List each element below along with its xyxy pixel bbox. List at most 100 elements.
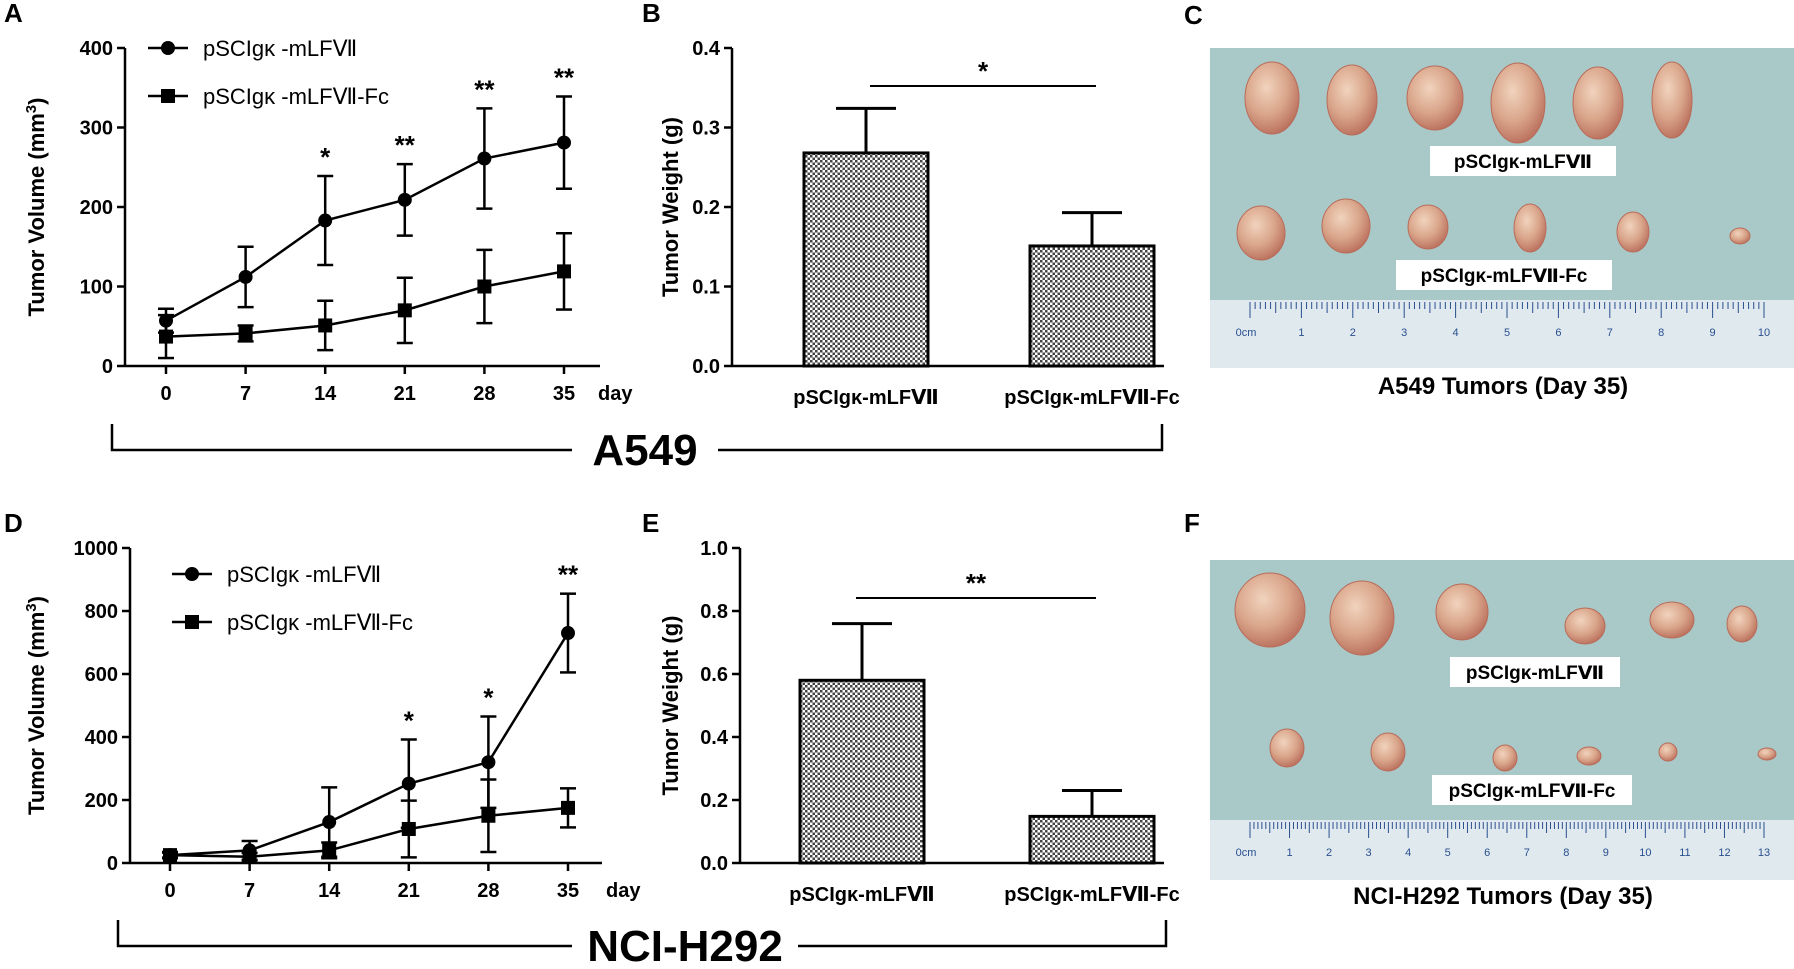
- chart-a-y-tick-label: 400: [80, 38, 113, 60]
- chart-a-significance-mark: **: [474, 74, 495, 104]
- photo-f-ruler-number: 6: [1484, 847, 1490, 859]
- chart-d-significance-mark: *: [483, 683, 494, 713]
- chart-d-series-2-line: [169, 806, 569, 858]
- photo-c-ruler-number: 6: [1555, 327, 1561, 339]
- photo-c-tumor-top-3: [1406, 65, 1464, 131]
- photo-f-caption: NCI-H292 Tumors (Day 35): [1353, 883, 1653, 910]
- chart-a-x-tick-label: 7: [240, 383, 251, 405]
- photo-c-caption: A549 Tumors (Day 35): [1378, 373, 1628, 400]
- photo-f-tumor-bottom-5: [1658, 742, 1678, 762]
- chart-e-category-label-2: pSCIgκ-mLFⅦ-Fc: [1004, 884, 1180, 906]
- chart-a-tumor-volume-a549: 0 100 200 300 400 0 7 14 21 28 35 day Tumor Volume (…: [23, 36, 633, 405]
- chart-d-x-tick-label: 21: [398, 880, 420, 902]
- chart-d-series-2-point: [561, 800, 575, 815]
- photo-c-ruler-number: 8: [1658, 327, 1664, 339]
- photo-f-label-bottom: pSCIgκ-mLFⅦ-Fc: [1449, 781, 1616, 802]
- chart-d-x-tick-label: 0: [164, 880, 175, 902]
- chart-a-y-tick-label: 0: [102, 356, 113, 378]
- chart-b-y-tick-label: 0.4: [692, 38, 721, 60]
- chart-a-x-tick-label: 28: [473, 383, 495, 405]
- chart-e-y-tick-label: 0.0: [700, 853, 728, 875]
- chart-a-significance-mark: *: [320, 142, 331, 172]
- chart-d-x-tick-label: 35: [557, 880, 579, 902]
- chart-e-tumor-weight-nci-h292: 0.0 0.2 0.4 0.6 0.8 1.0 Tumor Weight (g) pSCIgκ…: [658, 538, 1180, 906]
- chart-b-y-axis-title: Tumor Weight (g): [658, 117, 683, 297]
- panel-letter-a: A: [4, 0, 23, 28]
- photo-c-tumor-bottom-6: [1729, 227, 1751, 245]
- photo-c-label-bottom-box: [1396, 260, 1612, 290]
- group-label-nci-h292: NCI-H292: [587, 922, 783, 969]
- chart-b-category-label-1: pSCIgκ-mLFⅦ: [793, 387, 939, 409]
- chart-b-y-tick-label: 0.3: [692, 118, 720, 140]
- chart-b-bar-2: [1028, 244, 1156, 368]
- group-label-a549: A549: [592, 426, 697, 475]
- chart-a-series-2-line: [165, 270, 565, 338]
- photo-f-ruler-number: 8: [1563, 847, 1569, 859]
- chart-a-significance-mark: **: [554, 62, 575, 92]
- chart-d-series-1-point: [481, 755, 496, 770]
- chart-b-y-tick-label: 0.0: [692, 356, 720, 378]
- photo-c-tumor-top-2: [1326, 64, 1378, 136]
- chart-d-series-1-point: [322, 815, 337, 830]
- photo-f-ruler-number: 7: [1524, 847, 1530, 859]
- chart-d-y-tick-label: 0: [107, 853, 118, 875]
- chart-a-y-axis-title: Tumor Volume (mm3): [23, 98, 49, 317]
- chart-d-significance-mark: **: [558, 560, 579, 590]
- photo-f-ruler: [1210, 820, 1794, 880]
- photo-f-ruler-number: 5: [1445, 847, 1451, 859]
- photo-c-a549-tumors: pSCIgκ-mLFⅦ pSCIgκ-mLFⅦ-Fc 0cm 1 2 3 4 5 6 7 8 9 10: [1210, 48, 1794, 368]
- photo-f-tumor-top-3: [1435, 583, 1489, 641]
- chart-a-series-2-point: [318, 318, 333, 333]
- chart-e-y-tick-label: 0.2: [700, 790, 728, 812]
- photo-f-tumor-top-4: [1564, 607, 1606, 645]
- chart-b-category-label-2: pSCIgκ-mLFⅦ-Fc: [1004, 387, 1180, 409]
- group-bracket-bottom: [116, 920, 1168, 948]
- chart-a-x-axis-title: day: [598, 383, 633, 405]
- chart-d-series-1-legend-marker: [185, 567, 199, 581]
- photo-f-ruler-number: 2: [1326, 847, 1332, 859]
- chart-a-series-1-line: [165, 141, 565, 322]
- chart-e-category-label-1: pSCIgκ-mLFⅦ: [789, 884, 935, 906]
- photo-f-ruler-number: 13: [1758, 847, 1770, 859]
- chart-d-series-2-point: [242, 849, 257, 864]
- chart-a-series-2-legend-label: pSCIgκ -mLFⅦ-Fc: [203, 84, 389, 109]
- chart-a-y-tick-label: 200: [80, 197, 113, 219]
- chart-d-y-tick-label: 1000: [74, 538, 119, 560]
- chart-d-series-1-point: [401, 776, 416, 791]
- chart-a-series-2-point: [477, 279, 492, 294]
- chart-a-x-tick-label: 14: [314, 383, 337, 405]
- photo-c-ruler-number: 10: [1758, 327, 1770, 339]
- chart-d-series-1-point: [561, 626, 575, 641]
- chart-a-significance-mark: **: [395, 130, 416, 160]
- photo-f-tumor-top-5: [1649, 601, 1695, 639]
- photo-c-ruler: [1210, 300, 1794, 368]
- chart-e-bar-1: [798, 678, 926, 865]
- panel-letter-e: E: [642, 508, 659, 538]
- photo-c-ruler-number: 3: [1401, 327, 1407, 339]
- chart-d-series-2-legend-marker: [185, 615, 199, 629]
- chart-d-x-tick-label: 7: [244, 880, 255, 902]
- photo-c-tumor-top-5: [1572, 66, 1624, 140]
- photo-c-tumor-top-4: [1490, 62, 1546, 144]
- chart-e-bar-2: [1028, 814, 1156, 865]
- chart-d-x-axis-title: day: [606, 880, 641, 902]
- photo-c-ruler-number: 9: [1710, 327, 1716, 339]
- photo-f-label-bottom-box: [1432, 775, 1632, 805]
- photo-f-tumor-bottom-3: [1492, 744, 1518, 772]
- chart-d-series-2-point: [481, 808, 496, 823]
- chart-a-series-1-point: [318, 213, 333, 228]
- photo-c-tumor-top-1: [1244, 61, 1300, 135]
- photo-c-ruler-number: 1: [1298, 327, 1304, 339]
- panel-letter-c: C: [1184, 0, 1203, 30]
- chart-d-series-1-legend-label: pSCIgκ -mLFⅦ: [227, 562, 381, 587]
- chart-a-series-2-point: [557, 264, 571, 279]
- photo-c-tumor-bottom-3: [1407, 204, 1449, 250]
- photo-c-tumor-bottom-4: [1513, 203, 1547, 253]
- chart-b-significance-mark: *: [978, 56, 989, 86]
- photo-c-label-bottom: pSCIgκ-mLFⅦ-Fc: [1421, 266, 1588, 287]
- chart-d-series-2-point: [322, 843, 337, 858]
- photo-f-label-top-box: [1450, 657, 1620, 687]
- chart-d-x-tick-label: 14: [318, 880, 341, 902]
